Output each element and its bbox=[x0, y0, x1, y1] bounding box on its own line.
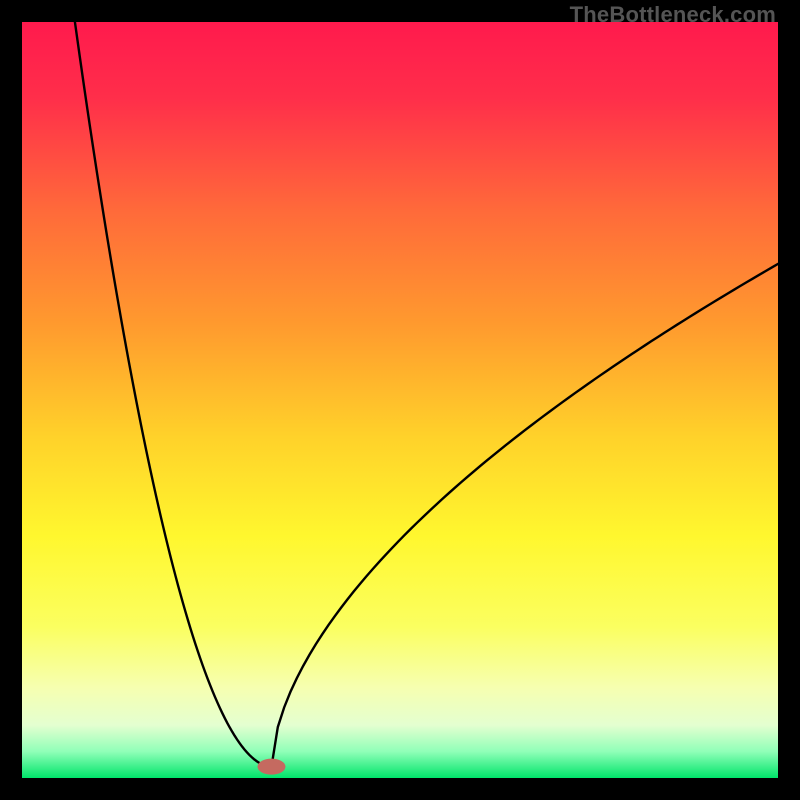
plot-area bbox=[22, 22, 778, 778]
min-marker bbox=[22, 22, 778, 778]
chart-root: TheBottleneck.com bbox=[0, 0, 800, 800]
watermark-text: TheBottleneck.com bbox=[570, 2, 776, 28]
